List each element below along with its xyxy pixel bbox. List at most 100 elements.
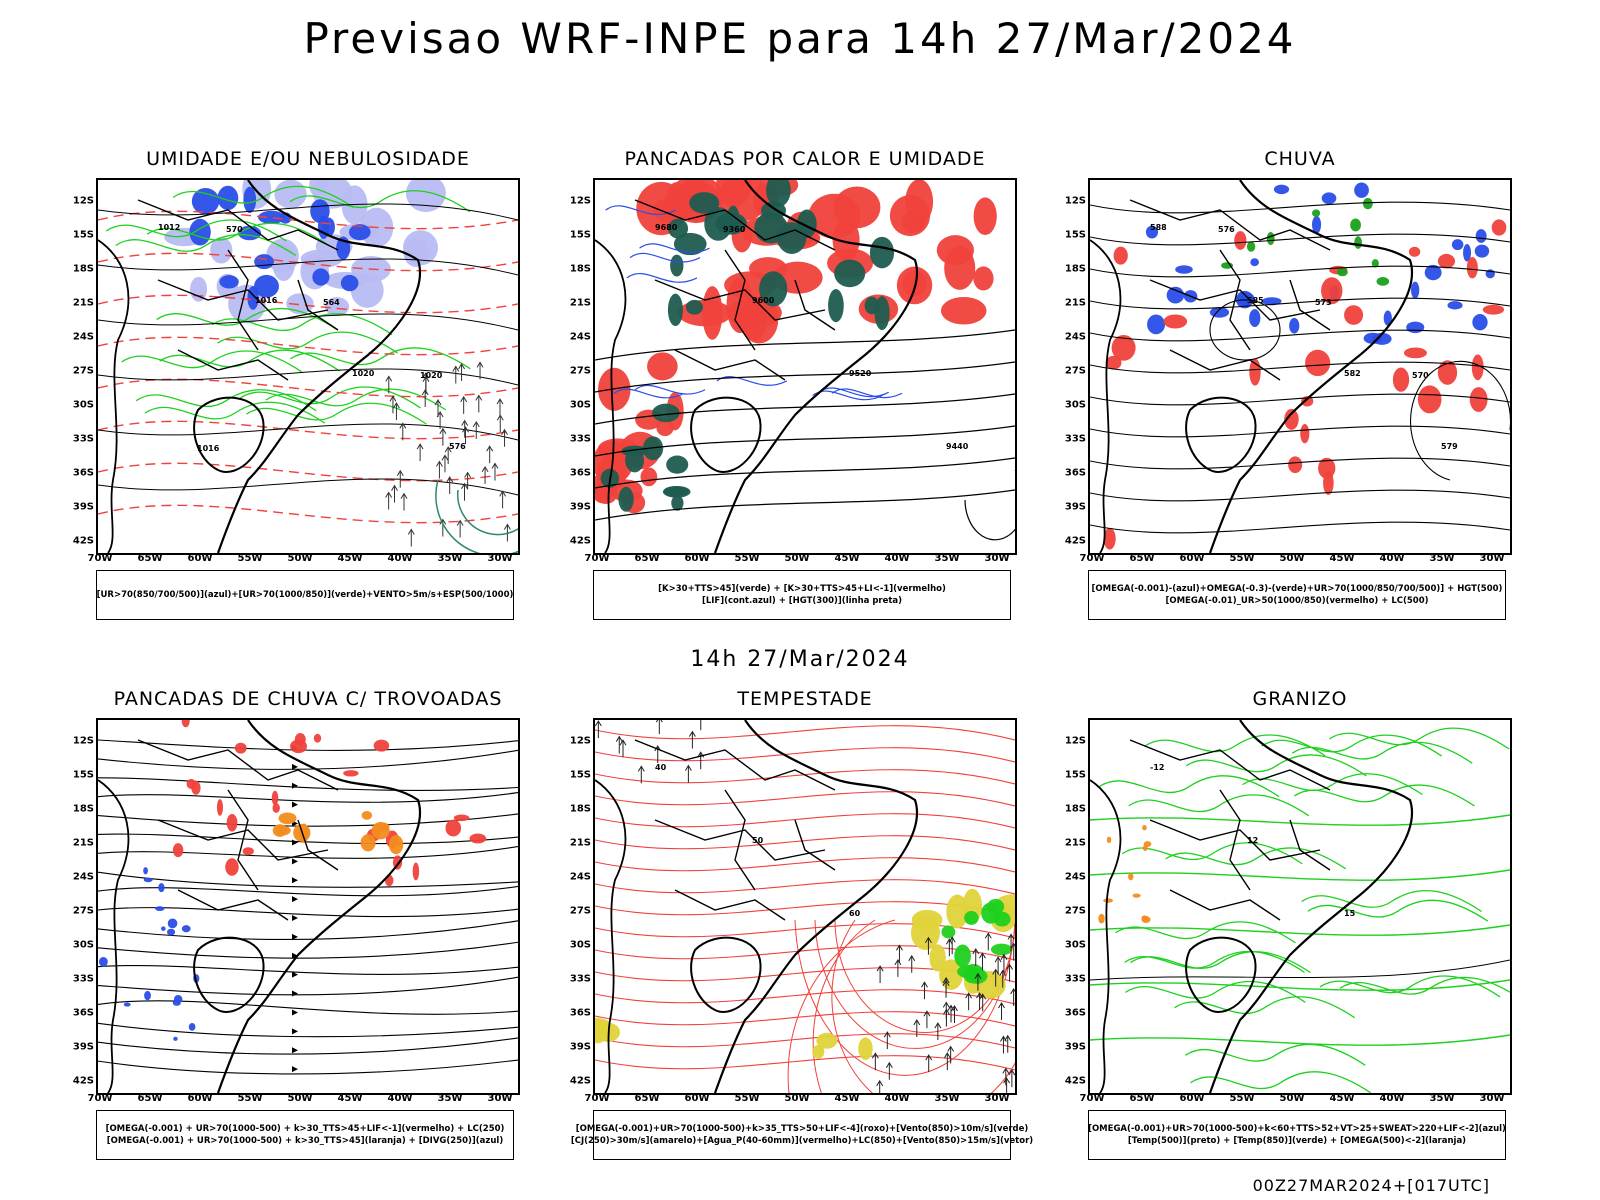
water-contour [787,919,1015,1093]
heat-area [625,448,644,473]
lon-tick-label: 55W [734,553,760,564]
map-panel: PANCADAS DE CHUVA C/ TROVOADAS 12S 15S 18S 2… [58,688,578,1188]
lon-tick-label: 70W [1079,553,1105,564]
streamline [98,833,518,845]
temp850-contour [1261,734,1443,757]
pressure-contour [98,203,518,221]
water-contour [595,791,1015,807]
temp850-contour [1291,741,1473,764]
border-line [654,279,826,321]
rain-area [1437,253,1456,269]
omega-area [1372,332,1392,345]
lat-tick-label: 15S [72,229,94,241]
temp500-contour [1090,959,1510,981]
stream-arrow [292,915,298,921]
map-panel: GRANIZO 12S 15S 18S 21S 24S 27S 30S 33S 36S 39S 42S… [1050,688,1570,1188]
omega-area [1261,297,1282,306]
lat-tick-label: 24S [569,871,591,883]
lon-tick-label: 55W [237,1093,263,1104]
lat-axis: 12S 15S 18S 21S 24S 27S 30S 33S 36S 39S 42S [1050,178,1086,553]
border-line [654,819,826,861]
main-title: Previsao WRF-INPE para 14h 27/Mar/2024 [303,14,1297,63]
border-line [1149,819,1321,861]
storm-rain-area [343,770,359,777]
hgt500-contour [1090,297,1510,310]
lon-axis: 70W 65W 60W 55W 50W 45W 40W 35W 30W [585,553,1017,567]
heat-humidity-area [647,352,678,381]
lat-tick-label: 27S [1064,905,1086,917]
wind-vector-head [972,947,980,955]
storm-rain-area [272,803,280,813]
thickness-contour [98,420,518,440]
wind-vector-head [871,1052,879,1059]
map-panel: TEMPESTADE 12S 15S 18S 21S 24S 27S 30S 33S 36S 39S… [555,688,1075,1188]
humidity-area [405,180,446,213]
omega500-area [1103,898,1113,903]
lon-tick-label: 35W [437,553,463,564]
wind-vector-head [462,426,469,433]
uruguay-outline [1185,936,1257,1013]
omega-area [1209,307,1230,318]
border-line [1129,739,1331,791]
streamline [98,739,518,751]
divergence-area [123,1002,131,1007]
divergence-area [181,925,191,933]
omega500-area [1132,893,1141,898]
storm-rain-orange [360,834,376,852]
lat-tick-label: 42S [569,535,591,547]
streamline [98,777,518,791]
contour-label: 9440 [946,442,969,451]
omega500-area [1142,824,1147,831]
lat-tick-label: 21S [72,297,94,309]
map-panel: PANCADAS POR CALOR E UMIDADE 12S 15S 18S 21S… [555,148,1075,648]
map-plot: 40 50 60 [593,718,1017,1095]
west-coast [1090,779,1122,1093]
lon-tick-label: 50W [784,553,810,564]
temp850-contour [1301,889,1482,913]
omega-strong-area [1336,268,1348,277]
humidity-area [258,210,285,224]
temp850-contour [1185,754,1367,777]
lat-tick-label: 30S [72,939,94,951]
wind-vector-head [921,981,928,988]
water-contour [831,919,1015,1093]
heat-area [670,254,684,277]
omega500-area [1098,913,1105,924]
heat-area [618,486,634,512]
humidity-area [219,275,239,289]
rain-area [1392,367,1410,392]
rain-area [1471,354,1484,381]
legend-line: [OMEGA(-0.001)-(azul)+OMEGA(-0.3)-(verde… [1091,584,1503,594]
wind-vector-head [948,936,956,943]
divergence-area [167,918,178,929]
omega-strong-area [1362,197,1373,210]
panel-legend: [OMEGA(-0.001) + UR>70(1000-500) + k>30_… [96,1110,514,1160]
panel-legend: [OMEGA(-0.001)-(azul)+OMEGA(-0.3)-(verde… [1088,570,1506,620]
humidity-area [217,185,239,211]
lat-axis: 12S 15S 18S 21S 24S 27S 30S 33S 36S 39S 42S [58,178,94,553]
panel-title: TEMPESTADE [737,688,873,710]
contour-label: 1016 [255,296,278,305]
wind-vector-head [908,954,916,962]
lif-contour [613,388,685,399]
omega-area [1145,225,1159,239]
lon-tick-label: 50W [1279,553,1305,564]
lat-tick-label: 21S [72,837,94,849]
divergence-area [167,928,176,936]
pressure-contour [98,423,518,441]
map-panel: CHUVA 12S 15S 18S 21S 24S 27S 30S 33S 36S 39S 42S 58… [1050,148,1570,648]
rain-area [1111,334,1136,361]
heat-area [797,209,817,239]
lon-axis: 70W 65W 60W 55W 50W 45W 40W 35W 30W [1080,553,1512,567]
wind-vector-head [499,490,507,497]
wind-vector-head [1008,1069,1015,1076]
omega500-area [1128,872,1134,881]
humidity-area [300,249,343,268]
wind-vector-head [496,414,504,421]
humidity-area [312,268,330,286]
lat-tick-label: 33S [569,973,591,985]
stream-arrow [292,877,298,884]
jet-area [595,1018,613,1040]
hgt500-contour [1090,425,1510,438]
lon-tick-label: 65W [1129,553,1155,564]
